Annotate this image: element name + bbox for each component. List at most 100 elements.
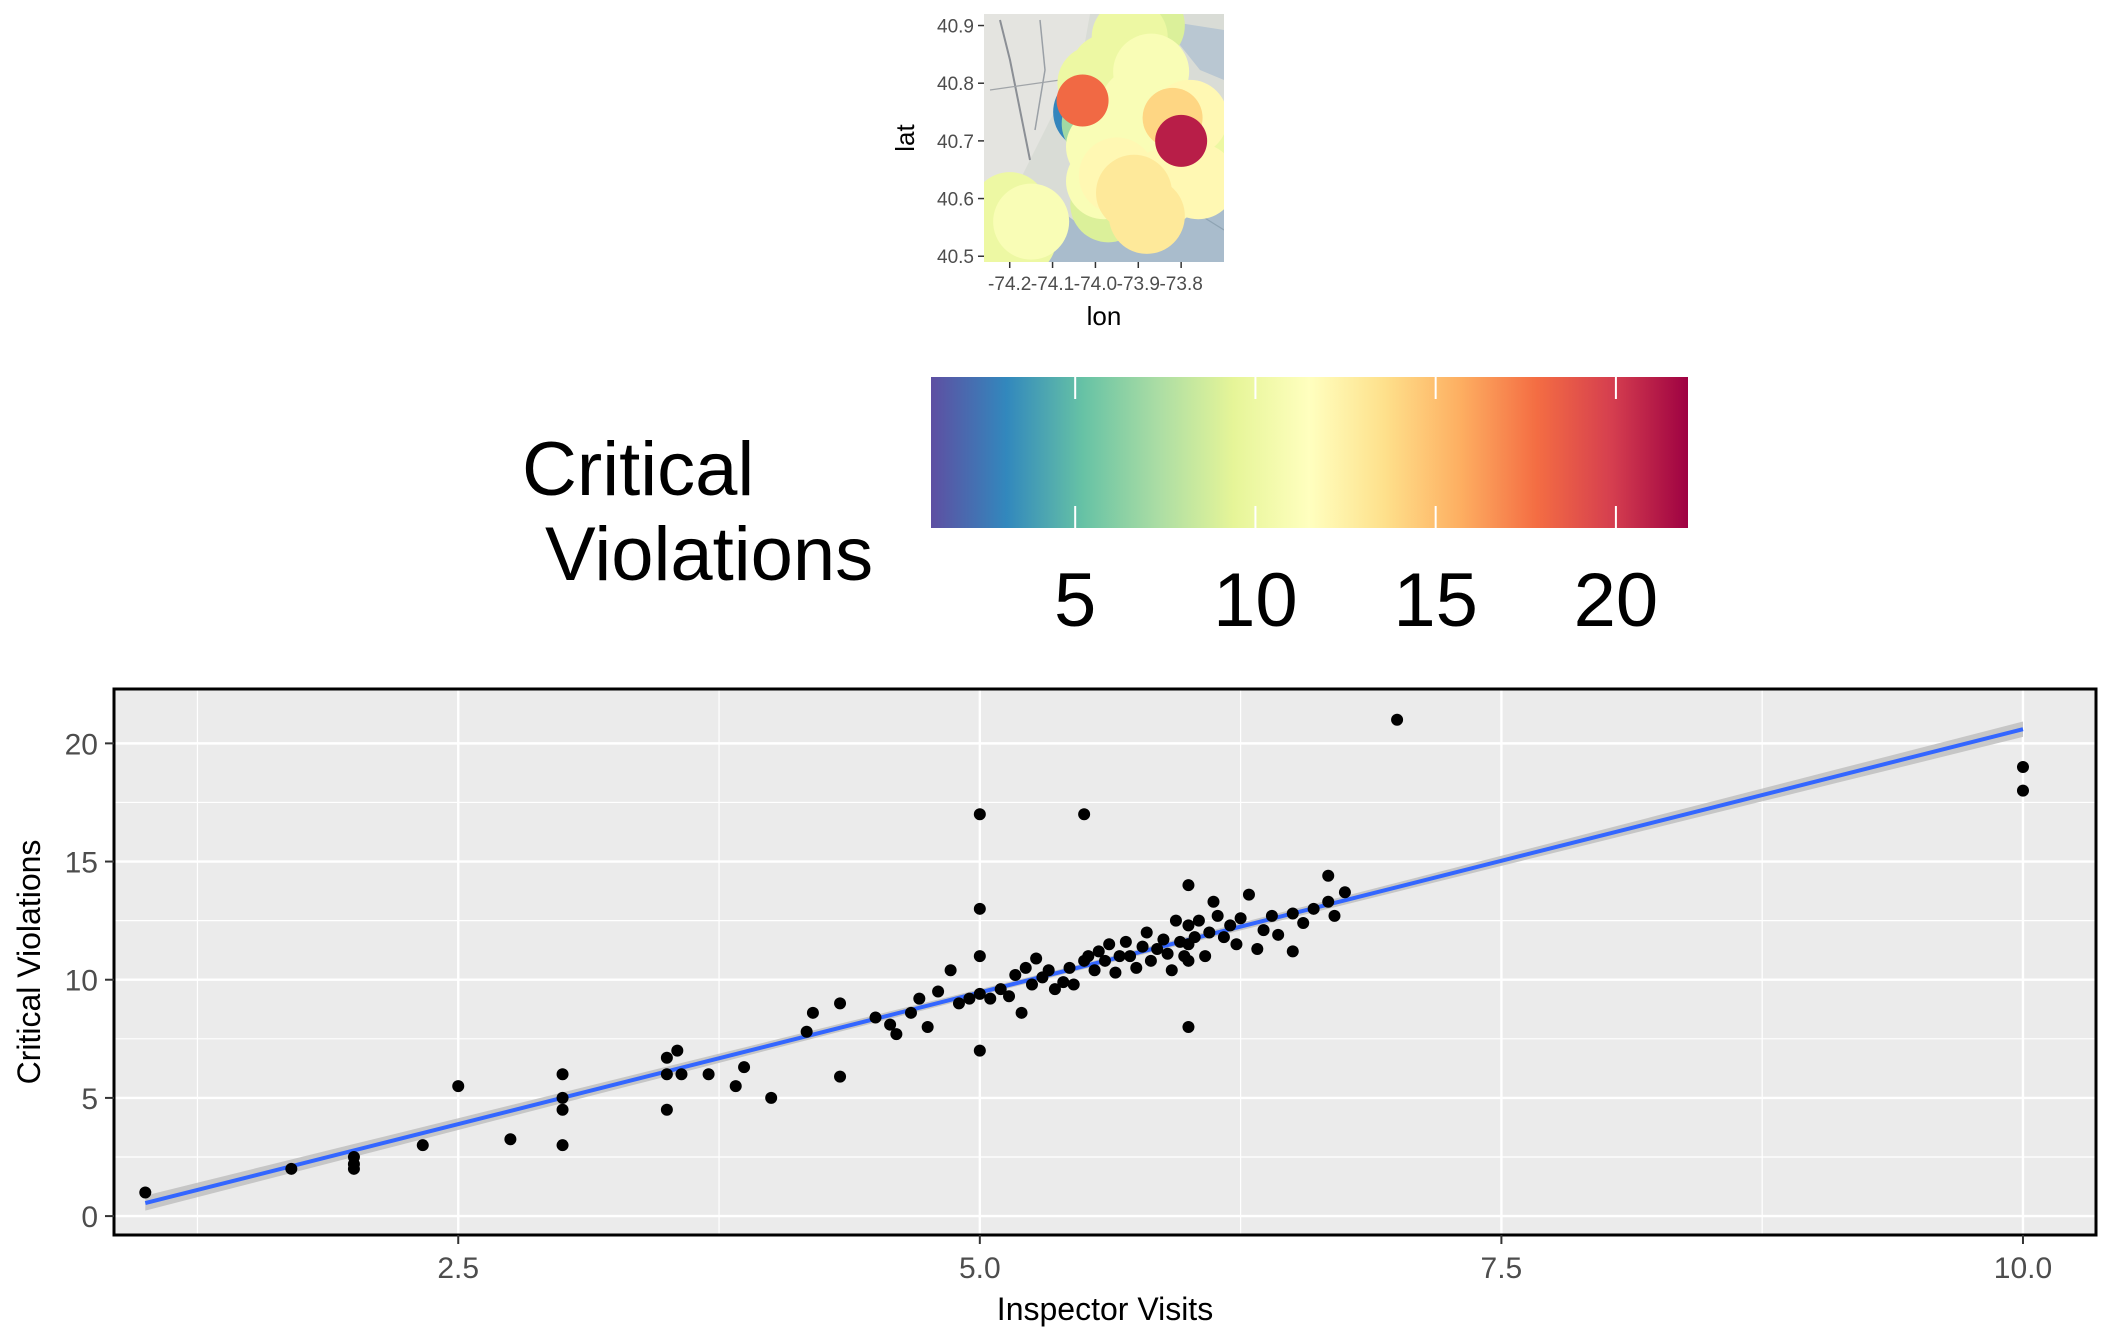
- scatter-point: [738, 1061, 751, 1074]
- scatter-point: [660, 1051, 673, 1064]
- map-x-tick-label: -73.9: [1117, 274, 1160, 295]
- map-y-tick-label: 40.8: [937, 74, 974, 95]
- scatter-point: [1234, 912, 1247, 925]
- scatter-point: [1109, 966, 1122, 979]
- scatter-point: [765, 1091, 778, 1104]
- map-y-tick-label: 40.5: [937, 247, 974, 268]
- map-bubbles: [984, 14, 1224, 262]
- colorbar-title: Critical Violations: [522, 427, 873, 597]
- scatter-y-axis-label: Critical Violations: [11, 840, 47, 1085]
- scatter-point: [1328, 909, 1341, 922]
- scatter-point: [675, 1068, 688, 1081]
- scatter-point: [1144, 954, 1157, 967]
- scatter-point: [913, 992, 926, 1005]
- scatter-point: [1307, 902, 1320, 915]
- map-bubble: [1056, 74, 1109, 127]
- scatter-point: [1030, 952, 1043, 965]
- colorbar-ticks: 5 10 15 20: [1054, 377, 1658, 643]
- colorbar-title-line-2: Violations: [545, 512, 873, 597]
- x-axis-tick-label: 7.5: [1481, 1252, 1523, 1285]
- plot-border: [112, 687, 2098, 1237]
- map-bubble: [993, 183, 1070, 260]
- map-x-tick-label: -74.2: [988, 274, 1031, 295]
- scatter-point: [1082, 950, 1095, 963]
- colorbar-legend: Critical Violations 5 10 15 20: [522, 377, 1688, 643]
- scatter-point: [347, 1151, 360, 1163]
- scatter-point: [416, 1139, 429, 1152]
- scatter-point: [1151, 943, 1164, 955]
- scatter-point: [1182, 954, 1195, 967]
- scatter-point: [904, 1006, 917, 1019]
- scatter-point: [1391, 713, 1404, 726]
- scatter-point: [452, 1080, 465, 1093]
- map-bubble: [1155, 114, 1208, 167]
- colorbar-title-line-1: Critical: [522, 427, 754, 512]
- scatter-points: [139, 713, 2029, 1199]
- scatter-point: [1211, 909, 1224, 922]
- scatter-point: [1119, 935, 1132, 948]
- scatter-point: [1182, 879, 1195, 892]
- map-x-tick-label: -74.0: [1074, 274, 1117, 295]
- y-axis-tick-label: 10: [65, 965, 98, 998]
- colorbar-tick-label: 5: [1054, 558, 1096, 643]
- scatter-point: [1088, 964, 1101, 977]
- scatter-point: [1286, 945, 1299, 958]
- scatter-point: [1338, 886, 1351, 899]
- map-bubble: [1108, 177, 1185, 254]
- scatter-axes: 2.5 5.0 7.5 10.0 0 5 10 15 20: [65, 728, 2053, 1285]
- scatter-point: [994, 983, 1007, 996]
- scatter-point: [1099, 954, 1111, 967]
- scatter-point: [1322, 869, 1335, 882]
- scatter-point: [834, 997, 847, 1010]
- scatter-point: [1019, 961, 1032, 974]
- scatter-point: [952, 997, 965, 1010]
- scatter-point: [1207, 895, 1220, 908]
- scatter-point: [1103, 938, 1116, 951]
- scatter-point: [1322, 895, 1335, 908]
- scatter-point: [1092, 945, 1105, 958]
- scatter-point: [1025, 978, 1038, 991]
- y-axis-tick-label: 20: [65, 728, 98, 761]
- map-y-tick-label: 40.9: [937, 17, 974, 38]
- map-x-axis-label: lon: [1087, 301, 1122, 331]
- scatter-point: [869, 1011, 882, 1024]
- scatter-point: [1136, 940, 1149, 953]
- scatter-point: [890, 1028, 903, 1041]
- scatter-point: [1224, 919, 1237, 932]
- scatter-point: [884, 1018, 897, 1031]
- scatter-point: [702, 1068, 715, 1081]
- scatter-point: [139, 1186, 152, 1199]
- map-y-tick-label: 40.6: [937, 190, 974, 211]
- x-axis-tick-label: 5.0: [959, 1252, 1001, 1285]
- scatter-point: [1165, 964, 1178, 977]
- x-axis-tick-label: 2.5: [437, 1252, 479, 1285]
- colorbar-gradient: [931, 377, 1688, 528]
- scatter-point: [834, 1070, 847, 1083]
- scatter-point: [1217, 931, 1230, 944]
- map-x-tick-label: -74.1: [1031, 274, 1074, 295]
- scatter-point: [1124, 950, 1137, 963]
- scatter-point: [1182, 1021, 1195, 1033]
- scatter-point: [973, 902, 986, 915]
- scatter-point: [1230, 938, 1243, 951]
- scatter-chart: 2.5 5.0 7.5 10.0 0 5 10 15 20 Inspector Visits C…: [11, 687, 2098, 1327]
- scatter-point: [1067, 978, 1080, 991]
- scatter-point: [1286, 907, 1299, 920]
- scatter-point: [1161, 947, 1174, 960]
- scatter-point: [1113, 950, 1126, 963]
- scatter-x-axis-label: Inspector Visits: [997, 1291, 1213, 1327]
- scatter-point: [1130, 961, 1143, 974]
- map-axes: -74.2 -74.1 -74.0 -73.9 -73.8 40.5 40.6 40.7 40.…: [937, 17, 1203, 295]
- scatter-point: [1063, 961, 1076, 974]
- colorbar-tick-label: 20: [1574, 558, 1659, 643]
- scatter-point: [932, 985, 945, 998]
- scatter-point: [1140, 926, 1153, 939]
- scatter-point: [1257, 924, 1270, 937]
- scatter-point: [1015, 1006, 1028, 1019]
- scatter-point: [2016, 784, 2029, 797]
- map-x-tick-label: -73.8: [1159, 274, 1202, 295]
- map-y-axis-label: lat: [890, 123, 920, 151]
- colorbar-tick-label: 10: [1213, 558, 1298, 643]
- scatter-point: [1057, 976, 1070, 989]
